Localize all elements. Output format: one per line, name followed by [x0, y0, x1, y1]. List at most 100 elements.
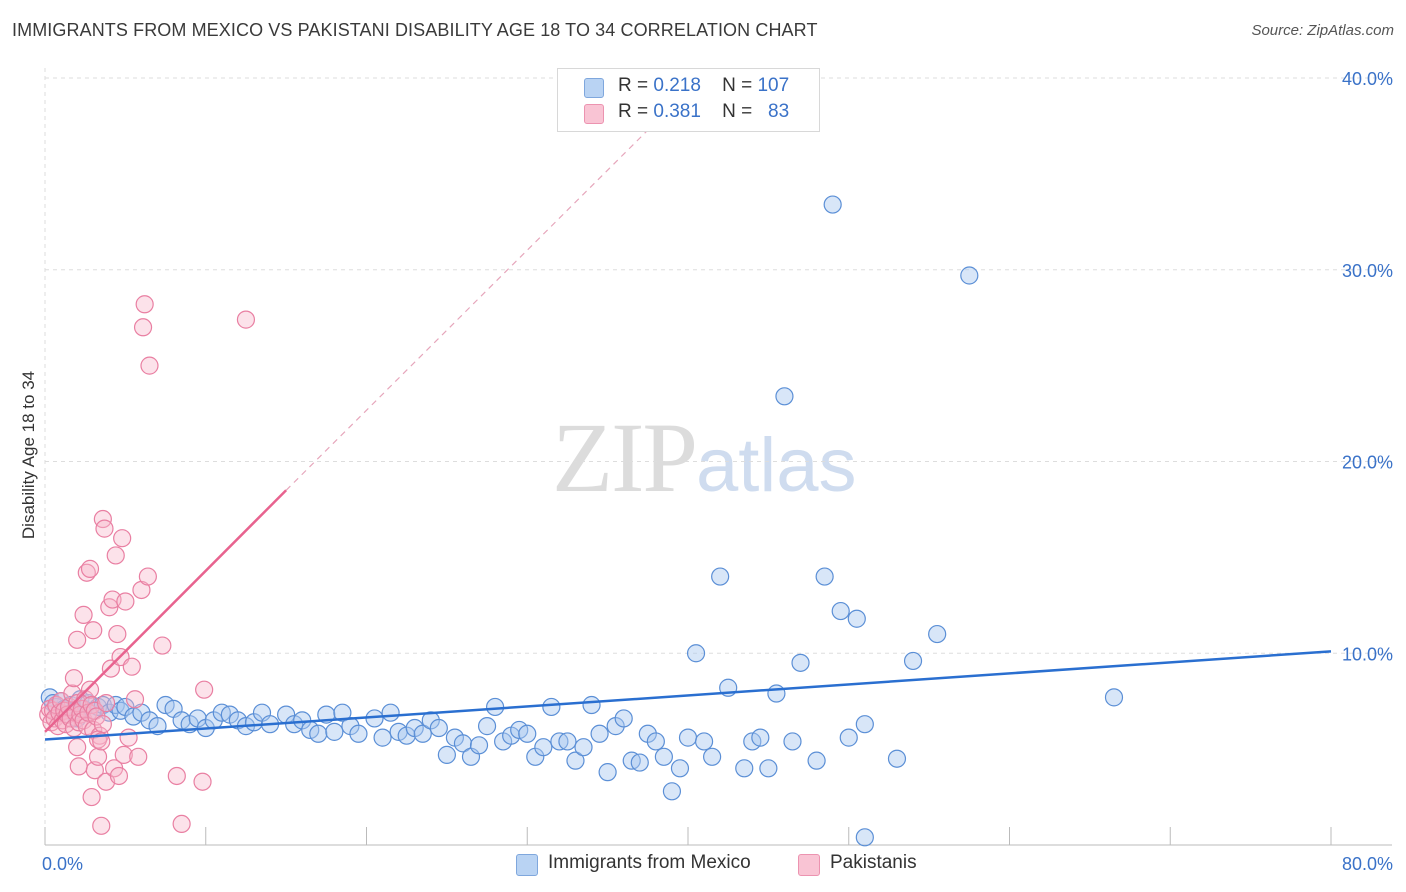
point-pakistani	[133, 318, 153, 337]
watermark-zip: ZIP	[552, 402, 698, 513]
point-mexico	[831, 601, 850, 621]
point-pakistani	[80, 559, 100, 578]
point-pakistani	[135, 295, 154, 314]
chart-title: IMMIGRANTS FROM MEXICO VS PAKISTANI DISA…	[12, 20, 818, 40]
point-pakistani	[113, 529, 132, 548]
point-mexico	[381, 703, 400, 722]
legend-text-mexico: R = 0.218 N = 107	[618, 75, 790, 96]
point-mexico	[751, 728, 770, 747]
legend-swatch-pakistani	[584, 104, 604, 124]
point-mexico	[582, 695, 601, 715]
trend-line-pakistani	[44, 489, 288, 733]
series-pakistani-points	[39, 295, 256, 835]
point-mexico	[630, 753, 649, 772]
point-mexico	[1104, 688, 1124, 707]
point-pakistani	[93, 715, 112, 734]
point-pakistani	[108, 624, 127, 644]
point-mexico	[847, 609, 866, 628]
point-mexico	[558, 732, 577, 751]
point-mexico	[823, 195, 842, 214]
axes	[44, 827, 1392, 846]
point-mexico	[566, 751, 585, 770]
point-mexico	[646, 732, 665, 751]
point-pakistani	[195, 680, 214, 699]
point-mexico	[486, 697, 505, 717]
point-pakistani	[88, 747, 108, 766]
y-tick-label: 30.0%	[1342, 261, 1393, 281]
point-mexico	[542, 697, 561, 717]
point-mexico	[590, 724, 609, 743]
point-mexico	[686, 644, 706, 663]
legend-swatch-mexico	[584, 78, 604, 98]
x-tick-label: 80.0%	[1342, 854, 1393, 874]
point-mexico	[373, 728, 392, 747]
point-mexico	[887, 749, 907, 768]
point-mexico	[477, 717, 497, 736]
point-pakistani	[153, 636, 172, 655]
y-tick-label: 40.0%	[1342, 69, 1393, 89]
trend-lines	[44, 121, 1332, 741]
point-mexico	[903, 651, 923, 671]
point-mexico	[518, 724, 537, 743]
point-pakistani	[64, 669, 84, 688]
y-tick-label: 20.0%	[1342, 453, 1393, 473]
point-mexico	[783, 732, 802, 751]
bottom-legend-swatch-pakistani	[798, 854, 820, 876]
point-pakistani	[95, 519, 114, 538]
point-mexico	[662, 782, 682, 801]
point-mexico	[614, 709, 633, 728]
point-mexico	[775, 387, 794, 406]
source-label: Source: ZipAtlas.com	[1251, 22, 1394, 39]
point-pakistani	[85, 761, 104, 780]
point-pakistani	[68, 738, 87, 757]
point-mexico	[807, 751, 826, 770]
point-mexico	[767, 684, 786, 703]
point-mexico	[429, 718, 448, 738]
point-mexico	[413, 724, 432, 743]
y-axis-label: Disability Age 18 to 34	[19, 371, 38, 539]
point-mexico	[791, 653, 810, 672]
tick-labels: 10.0% 20.0% 30.0% 40.0% 0.0% 80.0%	[42, 69, 1393, 874]
point-mexico	[839, 728, 858, 747]
legend-text-pakistani: R = 0.381 N = 83	[618, 101, 790, 122]
point-pakistani	[68, 630, 87, 649]
legend: R = 0.218 N = 107 R = 0.381 N = 83	[557, 68, 820, 132]
point-mexico	[574, 738, 593, 757]
point-pakistani	[106, 546, 125, 565]
point-mexico	[711, 567, 730, 586]
watermark-atlas: atlas	[696, 423, 857, 508]
point-mexico	[678, 728, 698, 747]
point-pakistani	[116, 592, 135, 611]
point-mexico	[670, 759, 690, 778]
point-mexico	[855, 828, 874, 847]
point-pakistani	[125, 690, 145, 709]
point-mexico	[759, 759, 778, 778]
point-pakistani	[74, 605, 93, 625]
point-pakistani	[82, 695, 101, 715]
trend-extension-pakistani	[285, 121, 657, 491]
point-mexico	[928, 624, 947, 644]
point-mexico	[453, 734, 473, 753]
point-mexico	[333, 703, 352, 722]
point-mexico	[309, 724, 328, 743]
point-pakistani	[172, 814, 191, 834]
point-pakistani	[84, 621, 103, 640]
point-pakistani	[122, 657, 141, 676]
bottom-legend-swatch-mexico	[516, 854, 538, 876]
point-mexico	[654, 747, 673, 766]
point-mexico	[349, 724, 368, 743]
series-mexico-points	[40, 195, 1124, 847]
point-pakistani	[167, 766, 186, 786]
point-mexico	[815, 567, 834, 586]
bottom-legend-label-pakistani: Pakistanis	[830, 852, 917, 873]
point-mexico	[694, 732, 714, 751]
point-mexico	[325, 722, 344, 741]
x-tick-label: 0.0%	[42, 854, 83, 874]
point-pakistani	[69, 757, 88, 776]
point-mexico	[437, 745, 456, 764]
point-pakistani	[138, 567, 157, 586]
point-mexico	[534, 738, 553, 757]
y-tick-label: 10.0%	[1342, 644, 1393, 664]
point-pakistani	[140, 356, 159, 375]
